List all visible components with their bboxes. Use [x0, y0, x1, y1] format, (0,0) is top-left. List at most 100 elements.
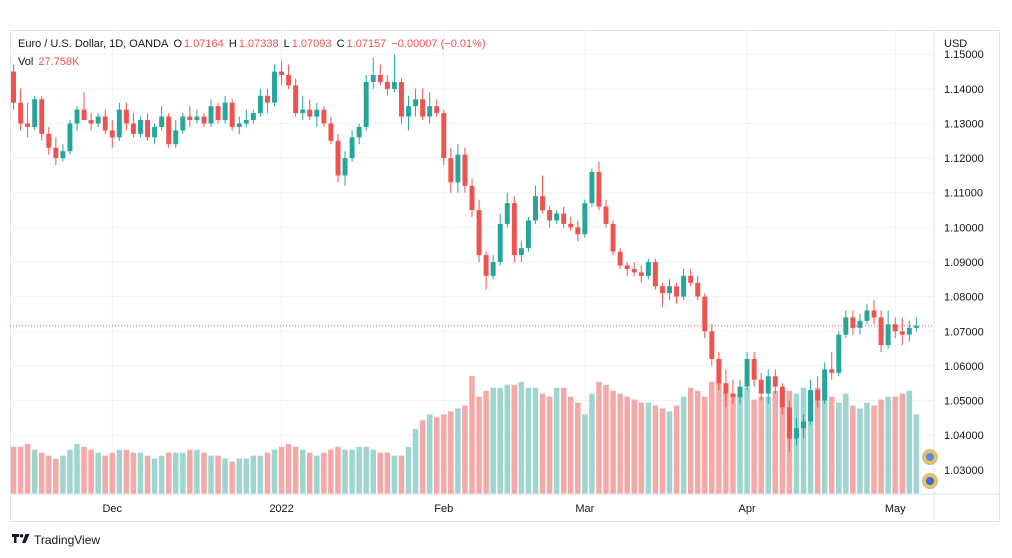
open-value: 1.07164: [184, 38, 224, 50]
candle-body: [723, 383, 729, 394]
volume-bar: [906, 390, 913, 494]
tradingview-logo-icon[interactable]: [12, 534, 30, 546]
volume-bar: [194, 449, 200, 494]
candle-body: [74, 109, 80, 124]
settings-circle-icon[interactable]: [922, 473, 938, 489]
volume-bar: [850, 405, 856, 494]
chart-canvas[interactable]: 1.15000 1.14000 1.13000 1.12000 1.11000 1.100…: [10, 30, 1000, 522]
volume-bar: [299, 449, 306, 494]
candles: [11, 54, 919, 453]
candle-body: [808, 390, 814, 422]
tradingview-brand[interactable]: TradingView: [34, 533, 101, 547]
price-tick-label: 1.10000: [944, 222, 984, 234]
legend-ohlc: Euro / U.S. Dollar, 1D, OANDA O 1.07164 H…: [18, 38, 488, 50]
volume-bar: [173, 452, 179, 494]
candle-body: [779, 386, 785, 408]
candle-body: [173, 130, 179, 145]
symbol-title[interactable]: Euro / U.S. Dollar, 1D, OANDA: [18, 38, 169, 50]
close-label: C: [336, 38, 345, 50]
volume-bar: [476, 396, 482, 494]
volume-bar: [871, 405, 877, 494]
time-tick-label: Feb: [434, 503, 453, 515]
candle-body: [123, 109, 129, 124]
volume-bar: [758, 396, 764, 494]
legend-volume: Vol 27.758K: [18, 56, 81, 68]
volume-bar: [264, 452, 271, 494]
volume-bar: [222, 458, 228, 494]
candle-body: [384, 81, 390, 89]
volume-bar: [67, 449, 73, 494]
candle-body: [441, 113, 447, 159]
candle-body: [356, 126, 362, 138]
low-value: 1.07093: [291, 38, 332, 50]
candle-body: [892, 324, 898, 332]
candle-body: [547, 210, 553, 221]
volume-bar: [716, 381, 722, 494]
candle-body: [349, 137, 355, 159]
volume-bar: [596, 381, 602, 494]
candle-body: [363, 81, 369, 127]
volume-bar: [772, 390, 779, 494]
candle-body: [885, 324, 891, 346]
volume-bar: [582, 414, 588, 494]
volume-bar: [285, 443, 292, 494]
candle-body: [871, 310, 877, 318]
candle-body: [229, 102, 235, 127]
volume-bar: [137, 452, 144, 494]
volume-bar: [490, 387, 496, 494]
globe-icon[interactable]: [922, 449, 938, 465]
candle-body: [286, 75, 292, 86]
candle-body: [674, 286, 680, 297]
volume-bar: [638, 402, 645, 494]
candle-body: [145, 120, 151, 138]
volume-bar: [737, 393, 743, 494]
candle-body: [561, 213, 567, 224]
time-tick-label: Mar: [575, 503, 594, 515]
candle-body: [518, 248, 524, 256]
volume-bar: [187, 449, 193, 494]
volume-bar: [130, 452, 137, 494]
candle-body: [314, 109, 320, 117]
candle-body: [102, 116, 108, 131]
candle-body: [878, 317, 884, 346]
candle-body: [568, 223, 574, 228]
candle-body: [25, 123, 31, 127]
price-tick-label: 1.03000: [944, 465, 984, 477]
candle-body: [652, 262, 658, 287]
candle-body: [413, 99, 419, 107]
candle-body: [427, 106, 433, 117]
volume-bar: [165, 452, 172, 494]
time-axis[interactable]: Dec2022FebMarAprMayJun: [102, 503, 1000, 515]
candle-body: [667, 286, 672, 294]
candle-body: [60, 151, 66, 159]
high-value: 1.07338: [238, 38, 279, 50]
currency-label[interactable]: USD: [944, 38, 968, 50]
volume-bar: [913, 414, 920, 494]
candle-body: [554, 213, 560, 221]
volume-bar: [546, 396, 553, 494]
price-tick-label: 1.06000: [944, 361, 984, 373]
candle-body: [455, 154, 461, 183]
volume-bar: [666, 411, 673, 494]
price-tick-label: 1.08000: [944, 292, 984, 304]
volume-label[interactable]: Vol: [18, 56, 34, 68]
volume-bar: [624, 396, 630, 494]
volume-bar: [567, 396, 574, 494]
volume-bar: [730, 393, 736, 494]
volume-bar: [60, 455, 66, 494]
candle-body: [46, 133, 52, 148]
volume-bar: [10, 446, 17, 494]
volume-bar: [723, 390, 729, 494]
price-axis[interactable]: 1.15000 1.14000 1.13000 1.12000 1.11000 1.100…: [944, 49, 984, 477]
volume-bar: [800, 387, 807, 494]
candle-body: [645, 262, 651, 276]
volume-bar: [532, 387, 539, 494]
candle-body: [391, 81, 397, 89]
candle-body: [737, 386, 743, 398]
candle-body: [434, 106, 440, 114]
time-tick-label: Apr: [739, 503, 756, 515]
volume-bar: [497, 387, 503, 494]
volume-bar: [843, 393, 849, 494]
volume-bar: [144, 455, 151, 494]
candle-body: [695, 282, 701, 297]
